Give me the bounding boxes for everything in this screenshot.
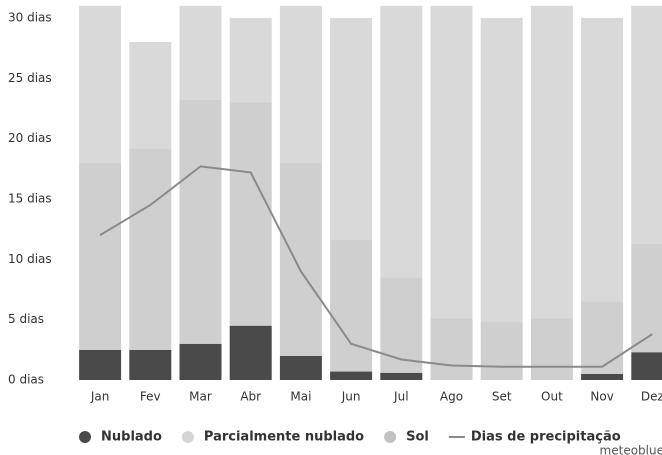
bar-segment [581, 373, 624, 380]
bar-segment [179, 5, 222, 100]
x-tick-label: Set [492, 390, 512, 404]
legend-label: Dias de precipitação [471, 430, 621, 445]
bar-segment [129, 42, 172, 149]
y-tick-label: 25 dias [8, 71, 52, 85]
legend-swatch [384, 431, 397, 443]
x-tick-label: Mai [290, 390, 311, 404]
x-tick-label: Nov [590, 390, 613, 404]
bar-segment [530, 318, 573, 380]
bar-segment [229, 17, 272, 103]
bar-segment [79, 5, 122, 163]
bar-segment [631, 243, 662, 353]
x-tick-label: Abr [240, 390, 261, 404]
x-tick-label: Mar [189, 390, 212, 404]
bar-segment [380, 277, 423, 373]
y-tick-label: 5 dias [8, 312, 44, 326]
x-tick-label: Ago [440, 390, 463, 404]
bar-segment [430, 318, 473, 380]
y-tick-label: 20 dias [8, 131, 52, 145]
bar-segment [530, 5, 573, 319]
bar-segment [380, 5, 423, 278]
bar-segment [631, 352, 662, 380]
legend-swatch [181, 431, 194, 443]
bar-segment [430, 5, 473, 319]
y-tick-label: 10 dias [8, 252, 52, 266]
bar-segment [581, 301, 624, 374]
x-tick-label: Fev [140, 390, 161, 404]
bar-segment [631, 5, 662, 244]
bar-segment [480, 17, 523, 323]
y-tick-label: 0 dias [8, 373, 44, 387]
bar-segment [480, 322, 523, 380]
bar-segment [229, 325, 272, 380]
y-tick-label: 15 dias [8, 191, 52, 205]
legend-label: Sol [406, 430, 429, 445]
bar-segment [129, 349, 172, 380]
x-tick-label: Jan [90, 390, 110, 404]
bar-segment [279, 5, 322, 163]
bar-segment [581, 17, 624, 302]
x-tick-label: Dez [641, 390, 662, 404]
bar-segment [279, 162, 322, 356]
bar-segment [79, 162, 122, 350]
bar-segment [279, 355, 322, 380]
legend-swatch [79, 431, 91, 443]
legend-label: Nublado [101, 430, 162, 445]
bar-segment [229, 102, 272, 326]
bar-segment [330, 17, 373, 240]
bar-segment [129, 148, 172, 350]
x-tick-label: Out [541, 390, 563, 404]
bar-segment [179, 343, 222, 380]
bar-segment [380, 372, 423, 380]
bar-segment [179, 99, 222, 344]
precip-line [99, 165, 653, 368]
x-tick-label: Jul [393, 390, 408, 404]
credit: meteoblue [600, 444, 662, 455]
legend-label: Parcialmente nublado [204, 430, 364, 445]
bar-segment [330, 239, 373, 372]
bar-segment [79, 349, 122, 380]
bar-segment [330, 371, 373, 380]
x-tick-label: Jun [341, 390, 361, 404]
y-tick-label: 30 dias [8, 10, 52, 24]
